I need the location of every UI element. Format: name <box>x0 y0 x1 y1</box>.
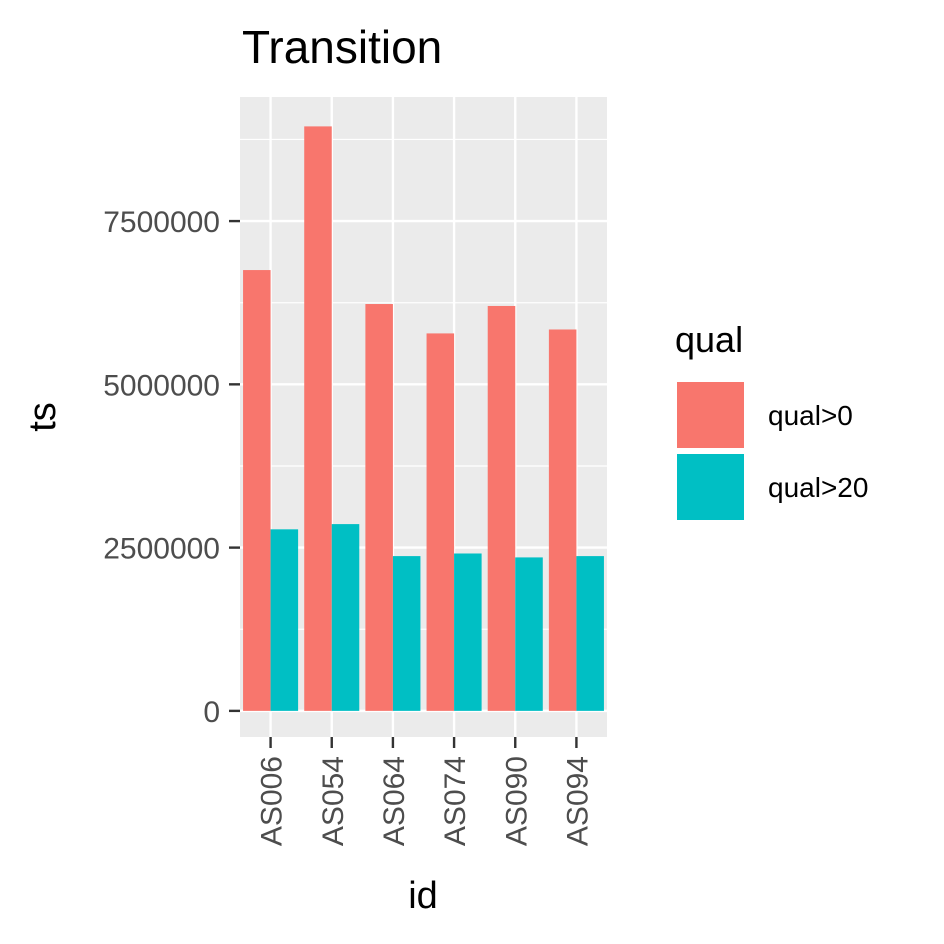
bar-qual>20-AS054 <box>331 524 360 711</box>
x-tick-label: AS006 <box>256 756 289 846</box>
bar-qual>0-AS064 <box>365 304 393 711</box>
bar-qual>20-AS064 <box>392 556 421 711</box>
y-tick-label: 2500000 <box>103 533 220 566</box>
y-tick-label: 7500000 <box>103 206 220 239</box>
chart-title: Transition <box>242 21 442 73</box>
bar-qual>20-AS006 <box>270 529 299 711</box>
bar-qual>0-AS006 <box>243 270 271 711</box>
legend-key-qual>0 <box>677 382 744 448</box>
plot-panel <box>240 97 607 737</box>
y-axis: 0 2500000 5000000 7500000 <box>103 206 240 729</box>
y-axis-title: ts <box>22 402 64 432</box>
legend-title: qual <box>675 319 743 360</box>
x-axis-title: id <box>408 875 438 917</box>
x-tick-label: AS074 <box>439 756 472 846</box>
legend-label: qual>0 <box>768 400 853 431</box>
x-tick-label: AS064 <box>378 756 411 846</box>
legend: qual qual>0 qual>20 <box>675 319 868 520</box>
legend-label: qual>20 <box>768 472 868 503</box>
bar-qual>20-AS094 <box>576 556 604 711</box>
bar-qual>0-AS054 <box>304 126 332 711</box>
bars <box>243 126 604 711</box>
bar-qual>20-AS090 <box>515 557 543 711</box>
legend-key-qual>20 <box>677 454 744 520</box>
grid-minor <box>240 138 607 630</box>
bar-qual>0-AS074 <box>426 333 455 711</box>
y-tick-label: 0 <box>203 696 220 729</box>
bar-qual>0-AS094 <box>548 329 577 711</box>
bar-qual>0-AS090 <box>487 305 516 711</box>
x-tick-label: AS054 <box>317 756 350 846</box>
x-tick-label: AS090 <box>500 756 533 846</box>
bar-qual>20-AS074 <box>454 553 482 711</box>
x-tick-label: AS094 <box>561 756 594 846</box>
x-axis: AS006 AS054 AS064 AS074 AS090 AS094 <box>256 737 594 846</box>
y-tick-label: 5000000 <box>103 369 220 402</box>
